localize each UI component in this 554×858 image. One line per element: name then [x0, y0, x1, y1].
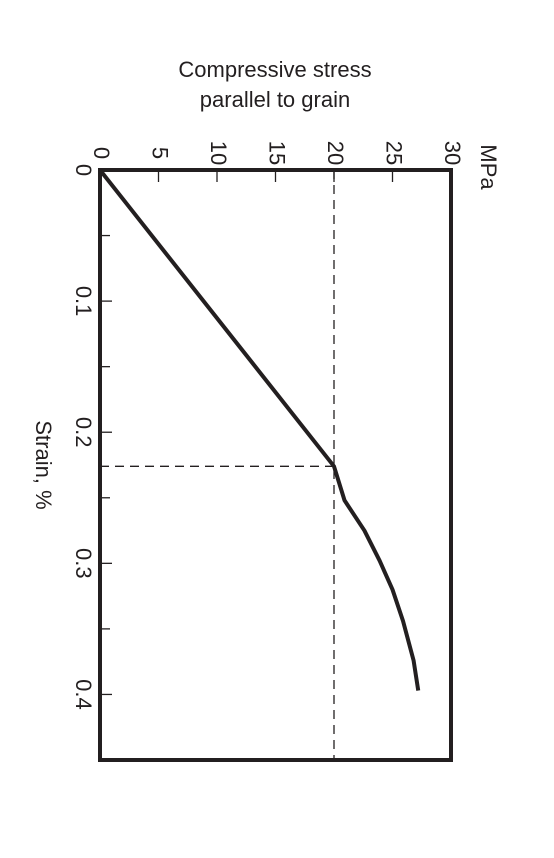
- y-tick-label: 0: [89, 147, 114, 159]
- x-tick-label: 0.1: [71, 286, 96, 317]
- x-tick-label: 0.2: [71, 417, 96, 448]
- y-tick-label: 30: [440, 141, 465, 165]
- y-tick-label: 25: [382, 141, 407, 165]
- x-tick-label: 0.3: [71, 548, 96, 579]
- plot-frame: [98, 168, 453, 762]
- x-tick-label: 0: [71, 164, 96, 176]
- unit-label: MPa: [476, 144, 501, 190]
- data-line: [98, 168, 421, 691]
- y-tick-label: 5: [148, 147, 173, 159]
- y-tick-label: 20: [323, 141, 348, 165]
- chart-title: Compressive stress: [178, 57, 371, 82]
- chart-title: parallel to grain: [200, 87, 350, 112]
- x-tick-label: 0.4: [71, 679, 96, 710]
- x-axis-label: Strain, %: [31, 420, 56, 509]
- y-tick-label: 10: [206, 141, 231, 165]
- y-tick-label: 15: [265, 141, 290, 165]
